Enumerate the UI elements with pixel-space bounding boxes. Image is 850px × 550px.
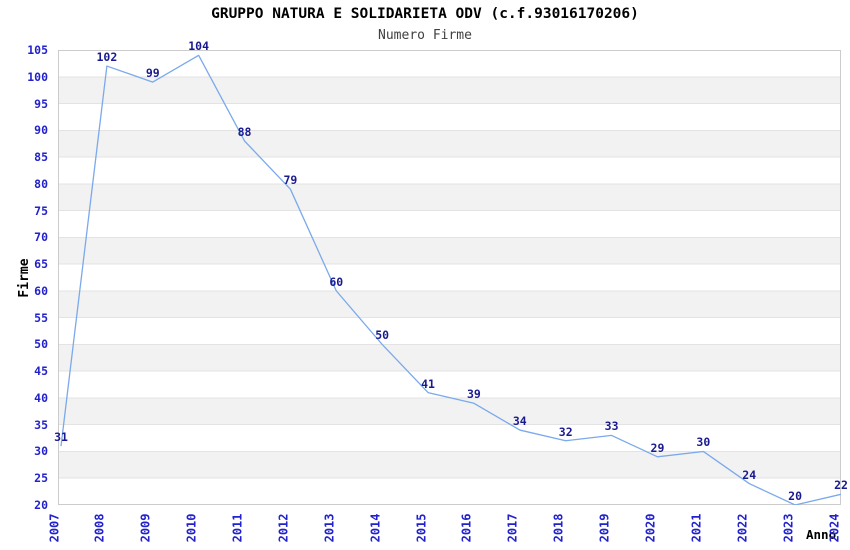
data-label: 99	[145, 66, 160, 81]
data-label: 41	[421, 376, 435, 391]
chart-subtitle: Numero Firme	[378, 28, 472, 43]
y-tick-label: 40	[34, 390, 48, 405]
plot-area	[58, 49, 842, 506]
alternating-band	[58, 183, 841, 211]
x-tick-label: 2018	[551, 513, 566, 543]
alternating-band	[58, 76, 841, 104]
chart-title: GRUPPO NATURA E SOLIDARIETA ODV (c.f.930…	[211, 6, 639, 22]
x-tick-label: 2013	[322, 513, 337, 543]
x-tick-label: 2010	[184, 513, 199, 543]
y-tick-label: 50	[34, 337, 48, 352]
y-tick-label: 70	[34, 230, 48, 245]
alternating-band	[58, 344, 841, 372]
data-label: 88	[237, 125, 252, 139]
data-line	[60, 54, 842, 506]
y-tick-label: 35	[34, 417, 48, 432]
plot-svg	[58, 49, 842, 506]
x-tick-label: 2007	[47, 513, 61, 543]
data-label: 102	[96, 50, 118, 65]
data-label: 22	[834, 478, 848, 493]
y-tick-label: 85	[34, 150, 48, 165]
data-label: 60	[329, 274, 344, 289]
data-label: 29	[650, 440, 665, 455]
y-tick-label: 25	[34, 471, 48, 486]
alternating-band	[58, 290, 841, 318]
y-tick-label: 55	[34, 310, 48, 325]
y-tick-label: 75	[34, 203, 48, 218]
x-tick-label: 2017	[505, 513, 520, 543]
data-label: 50	[375, 328, 390, 343]
x-tick-label: 2016	[459, 513, 474, 543]
x-tick-label: 2015	[414, 513, 429, 543]
y-tick-label: 45	[34, 364, 48, 379]
y-tick-label: 20	[34, 498, 48, 512]
y-tick-label: 60	[34, 283, 48, 298]
data-label: 31	[54, 430, 68, 445]
y-tick-label: 95	[34, 96, 48, 111]
data-label: 24	[742, 467, 757, 482]
y-tick-label: 90	[34, 123, 48, 138]
y-tick-label: 100	[27, 69, 48, 84]
x-tick-label: 2008	[92, 513, 107, 543]
x-tick-label: 2012	[276, 513, 291, 543]
data-label: 34	[512, 414, 527, 429]
y-tick-label: 105	[27, 43, 48, 57]
data-label: 20	[788, 489, 803, 503]
x-tick-label: 2019	[597, 513, 612, 543]
plot-border	[58, 50, 841, 505]
x-tick-label: 2021	[689, 513, 704, 543]
x-axis-title: Anno	[806, 527, 837, 542]
alternating-band	[58, 130, 841, 158]
y-tick-label: 80	[34, 176, 48, 191]
data-label: 32	[558, 424, 573, 439]
data-label: 33	[604, 419, 619, 434]
alternating-band	[58, 237, 841, 265]
x-tick-label: 2009	[138, 513, 153, 543]
data-label: 30	[696, 435, 711, 450]
x-tick-label: 2023	[781, 513, 796, 543]
x-tick-label: 2024	[827, 513, 841, 543]
data-label: 79	[283, 173, 298, 188]
data-label: 104	[188, 39, 210, 54]
x-tick-label: 2011	[230, 513, 245, 543]
x-tick-label: 2022	[735, 513, 750, 543]
y-tick-label: 30	[34, 444, 48, 459]
data-label: 39	[467, 387, 481, 402]
x-tick-label: 2014	[368, 513, 383, 543]
y-tick-label: 65	[34, 257, 48, 272]
x-tick-label: 2020	[643, 513, 658, 543]
alternating-band	[58, 397, 841, 425]
